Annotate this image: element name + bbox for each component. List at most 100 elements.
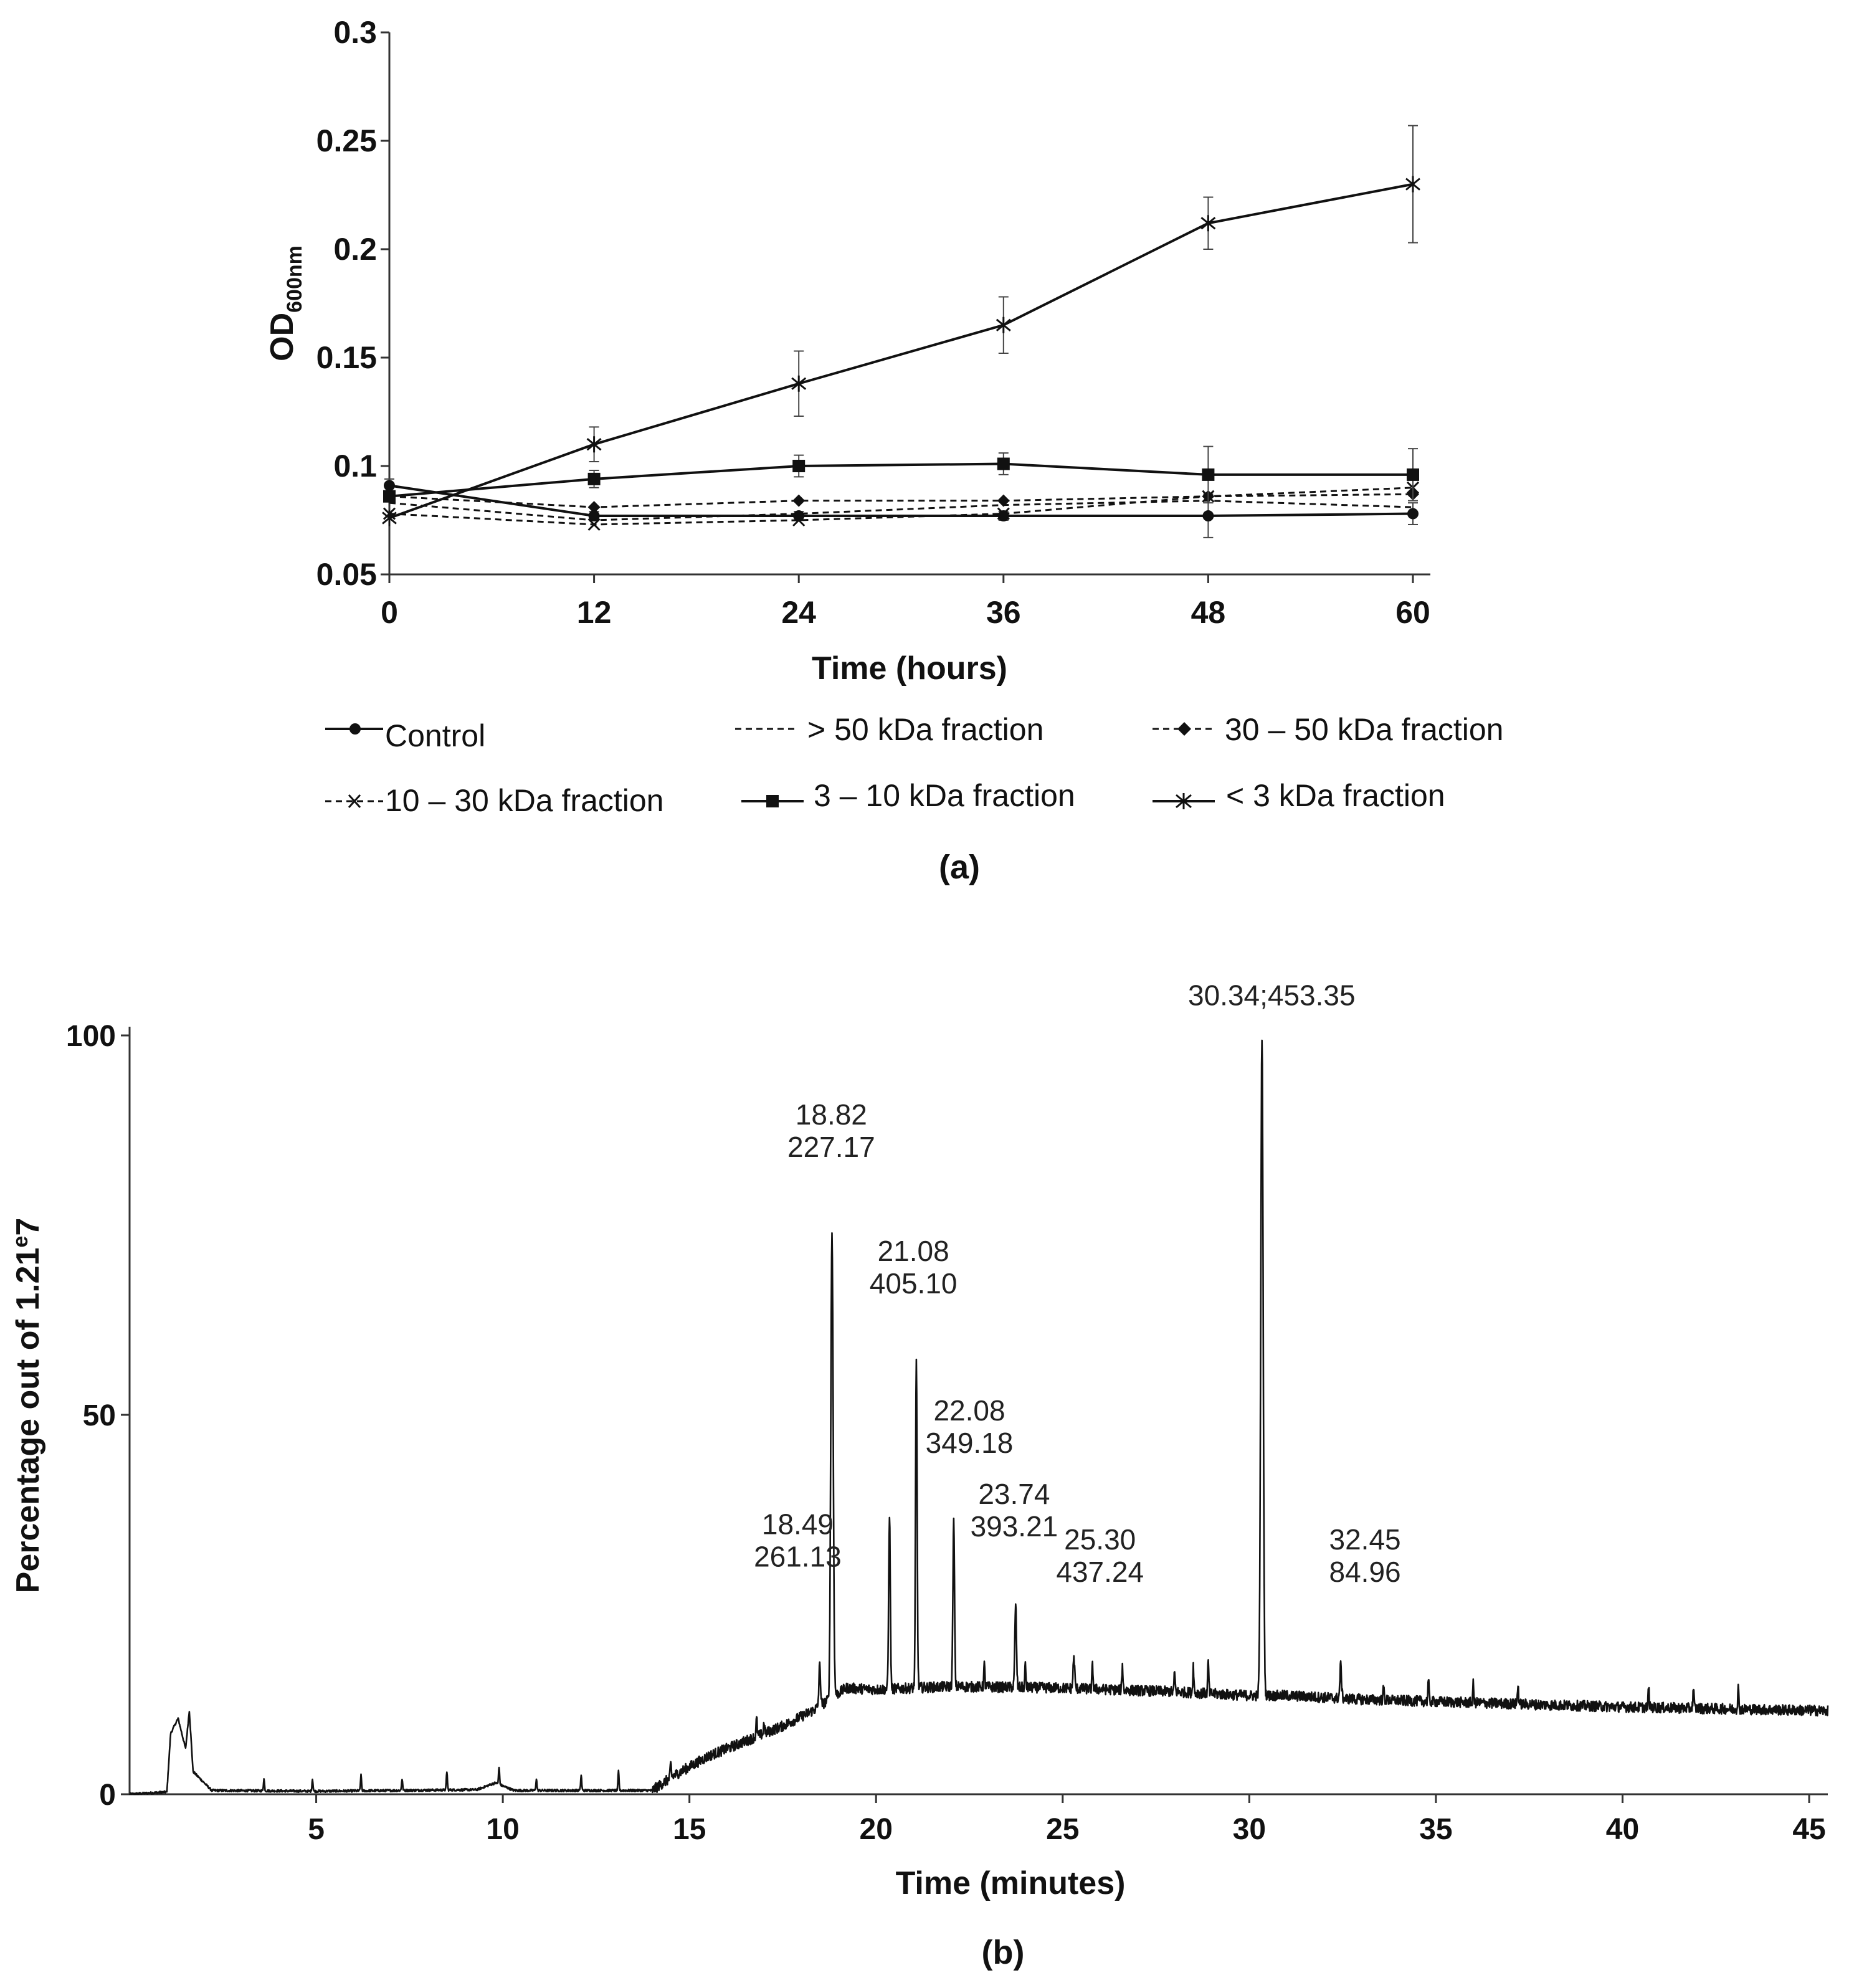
series-1: [389, 500, 1414, 521]
panel-b-x-tick-label: 45: [1792, 1813, 1825, 1846]
peak-label-mz: 437.24: [1056, 1556, 1144, 1588]
panel-b-x-tick-label: 35: [1419, 1813, 1452, 1846]
legend-label-lt3: < 3 kDa fraction: [1226, 778, 1445, 813]
panel-b-x-tick-label: 10: [486, 1813, 519, 1846]
peak-label-rt: 30.34;453.35: [1188, 979, 1356, 1011]
series-line: [389, 487, 1414, 526]
panel-a-y-axis-title: OD600nm: [264, 245, 307, 361]
data-point: [997, 494, 1010, 507]
panel-b-x-tick-label: 5: [308, 1813, 325, 1846]
data-point: [1200, 215, 1216, 232]
series-line: [389, 493, 1414, 508]
peak-label-rt: 22.08: [933, 1394, 1005, 1427]
data-point: [997, 457, 1010, 470]
panel-a-y-tick-label: 0.2: [333, 232, 377, 267]
panel-a-y-ticks: 0.05 0.1 0.15 0.2 0.25 0.3: [316, 15, 389, 592]
panel-b-y-axis-title: Percentage out of 1.21e7: [9, 1218, 46, 1594]
data-point: [1202, 510, 1214, 522]
peak-label-rt: 21.08: [878, 1235, 949, 1267]
series-line: [389, 462, 1413, 498]
panel-a-y-tick-label: 0.05: [316, 557, 377, 592]
panel-b-x-tick-label: 40: [1606, 1813, 1639, 1846]
panel-a-y-tick-label: 0.3: [333, 15, 377, 50]
legend-label-30-50: 30 – 50 kDa fraction: [1225, 712, 1504, 747]
chromatogram-trace: [129, 1039, 1829, 1795]
panel-a-y-tick-label: 0.15: [316, 340, 377, 375]
peak-label-rt: 32.45: [1329, 1523, 1401, 1556]
series-line: [389, 500, 1414, 521]
data-point: [587, 518, 601, 531]
data-point: [791, 375, 807, 392]
peak-label-mz: 349.18: [926, 1427, 1014, 1459]
data-point: [997, 510, 1009, 522]
data-point: [792, 513, 806, 527]
peak-label-rt: 23.74: [978, 1478, 1050, 1510]
series-5: [382, 125, 1420, 526]
peak-label-mz: 405.10: [870, 1267, 958, 1300]
data-point: [996, 316, 1011, 333]
peak-label-rt: 18.49: [762, 1508, 834, 1541]
panel-b-label: (b): [982, 1934, 1025, 1971]
legend-item-10-30: 10 – 30 kDa fraction: [325, 783, 664, 818]
peak-label-mz: 261.13: [754, 1541, 842, 1573]
panel-b-x-tick-label: 25: [1046, 1813, 1079, 1846]
panel-a-y-tick-label: 0.25: [316, 123, 377, 158]
data-point: [382, 510, 397, 526]
legend-label-10-30: 10 – 30 kDa fraction: [385, 783, 664, 818]
legend-label-control: Control: [385, 718, 485, 753]
legend-item-3-10: 3 – 10 kDa fraction: [741, 778, 1075, 813]
data-point: [384, 480, 395, 492]
data-point: [792, 460, 806, 472]
data-point: [588, 510, 600, 522]
series-3: [383, 481, 1420, 531]
series-4: [383, 445, 1419, 504]
panel-a-x-ticks: 0 12 24 36 48 60: [381, 574, 1430, 630]
peak-label-mz: 393.21: [971, 1510, 1058, 1543]
data-point: [586, 436, 602, 453]
data-point: [587, 472, 601, 485]
panel-a-x-tick-label: 36: [986, 595, 1021, 630]
panel-a-x-axis-title: Time (hours): [812, 650, 1007, 687]
data-point: [1405, 176, 1420, 193]
panel-a-x-tick-label: 60: [1395, 595, 1430, 630]
panel-a-x-tick-label: 48: [1191, 595, 1226, 630]
legend-item-30-50: 30 – 50 kDa fraction: [1153, 712, 1504, 747]
legend-label-gt50: > 50 kDa fraction: [807, 712, 1043, 747]
panel-a-x-tick-label: 0: [381, 595, 398, 630]
series-line: [389, 484, 1414, 518]
legend-item-gt50: > 50 kDa fraction: [735, 712, 1043, 747]
data-point: [587, 501, 601, 514]
peak-label-rt: 18.82: [796, 1098, 867, 1131]
legend-label-3-10: 3 – 10 kDa fraction: [814, 778, 1075, 813]
legend-item-control: Control: [325, 718, 485, 753]
panel-b-y-tick-label: 0: [99, 1779, 116, 1812]
peak-label-mz: 227.17: [787, 1131, 875, 1163]
panel-b-x-ticks: 5 10 15 20 25 30 35 40 45: [308, 1794, 1826, 1846]
series-0: [384, 478, 1419, 538]
panel-b-x-tick-label: 30: [1233, 1813, 1266, 1846]
data-point: [1407, 508, 1419, 520]
panel-b-y-tick-label: 100: [66, 1020, 116, 1053]
panel-b-x-tick-label: 15: [673, 1813, 706, 1846]
peak-label-mz: 84.96: [1329, 1556, 1401, 1588]
data-point: [1407, 468, 1419, 481]
series-line: [389, 183, 1414, 520]
panel-a-label: (a): [939, 849, 980, 886]
panel-b-x-axis-title: Time (minutes): [896, 1865, 1126, 1901]
peak-label-rt: 25.30: [1064, 1523, 1136, 1556]
panel-a-x-tick-label: 24: [781, 595, 816, 630]
data-point: [997, 507, 1010, 520]
panel-a-chart: 0.05 0.1 0.15 0.2 0.25 0.3 0 12 24 36 48 60 OD600n…: [264, 15, 1504, 886]
data-point: [1202, 468, 1215, 481]
legend-item-lt3: < 3 kDa fraction: [1153, 778, 1445, 813]
data-point: [383, 490, 396, 503]
panel-b-y-ticks: 0 50 100: [66, 1020, 130, 1812]
panel-b-x-tick-label: 20: [860, 1813, 893, 1846]
panel-a-series: [382, 125, 1420, 538]
data-point: [792, 494, 806, 507]
panel-a-x-tick-label: 12: [577, 595, 612, 630]
panel-b-y-tick-label: 50: [83, 1399, 116, 1432]
